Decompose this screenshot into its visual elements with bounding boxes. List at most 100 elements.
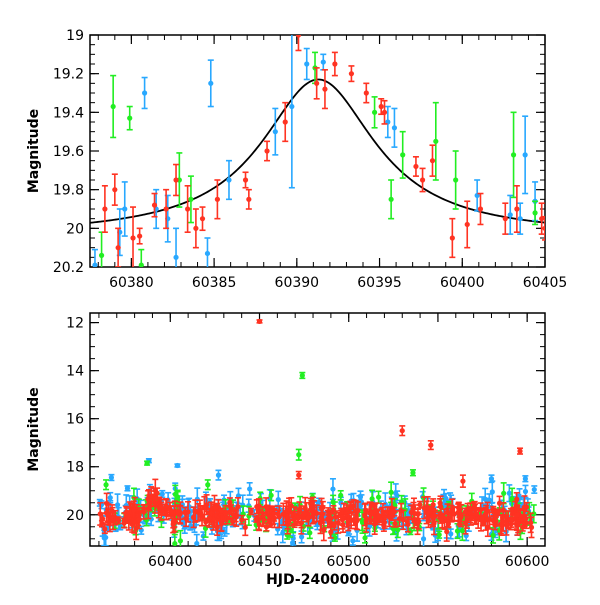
- data-point: [372, 508, 378, 515]
- data-point: [419, 177, 426, 183]
- data-point: [282, 119, 288, 125]
- data-point: [410, 470, 416, 476]
- data-point: [389, 505, 395, 511]
- data-point: [490, 532, 496, 538]
- data-point: [391, 125, 398, 131]
- data-point: [482, 512, 488, 518]
- data-point: [532, 210, 538, 216]
- data-point: [115, 245, 121, 251]
- data-point: [420, 536, 427, 542]
- data-point: [148, 493, 154, 500]
- data-point: [183, 515, 189, 522]
- x-tick-label: 60390: [275, 275, 320, 291]
- plot-frame: [89, 312, 546, 547]
- data-point: [477, 206, 484, 212]
- data-point: [493, 514, 499, 520]
- data-point: [502, 216, 508, 222]
- data-point: [444, 529, 450, 535]
- y-tick-label: 19.2: [53, 67, 84, 83]
- data-point: [449, 235, 455, 241]
- data-point: [488, 476, 495, 482]
- data-point: [330, 486, 336, 492]
- data-point: [363, 90, 369, 96]
- x-tick-label: 60395: [357, 275, 402, 291]
- data-point: [330, 499, 336, 505]
- data-point: [381, 519, 388, 525]
- data-point: [381, 109, 388, 115]
- data-point: [521, 504, 528, 510]
- data-point: [485, 524, 491, 530]
- data-point: [173, 254, 179, 260]
- data-point: [122, 206, 128, 212]
- data-point: [459, 528, 466, 534]
- data-point: [254, 504, 260, 510]
- y-tick-label: 19.6: [53, 144, 84, 160]
- y-tick-label: 16: [66, 412, 84, 428]
- data-point: [339, 514, 345, 520]
- data-point: [393, 490, 399, 496]
- data-point: [291, 516, 297, 522]
- data-point: [260, 513, 266, 519]
- y-tick-label: 19.4: [53, 105, 84, 121]
- data-point: [345, 518, 351, 525]
- data-point: [159, 491, 165, 497]
- data-point: [197, 510, 204, 516]
- data-point: [436, 532, 442, 538]
- data-point: [124, 485, 131, 491]
- data-point: [288, 503, 294, 509]
- data-point: [310, 505, 316, 511]
- data-point: [301, 511, 307, 517]
- data-point: [239, 517, 245, 523]
- data-layer: [90, 35, 545, 267]
- data-point: [331, 523, 337, 529]
- data-point: [371, 109, 378, 115]
- data-point: [417, 502, 423, 508]
- data-point: [330, 507, 336, 513]
- data-point: [425, 518, 432, 524]
- data-point: [498, 521, 504, 527]
- y-tick-label: 18: [66, 460, 84, 476]
- data-point: [208, 80, 214, 86]
- data-point: [404, 518, 410, 525]
- y-tick-label: 19.8: [53, 183, 84, 199]
- data-point: [227, 499, 233, 505]
- data-point: [338, 492, 344, 498]
- data-point: [98, 252, 105, 258]
- data-point: [509, 496, 515, 502]
- data-point: [355, 507, 361, 514]
- data-point: [522, 488, 529, 495]
- data-point: [235, 504, 241, 510]
- data-point: [318, 505, 325, 512]
- y-tick-label: 19: [66, 28, 84, 44]
- data-point: [188, 196, 194, 202]
- data-point: [275, 511, 281, 517]
- data-point: [508, 516, 514, 522]
- data-point: [453, 177, 459, 183]
- data-point: [489, 489, 495, 495]
- data-point: [268, 492, 274, 498]
- data-point: [496, 500, 503, 506]
- y-tick-label: 12: [66, 316, 84, 332]
- data-point: [299, 534, 305, 540]
- data-point: [163, 206, 169, 212]
- x-tick-label: 60385: [192, 275, 237, 291]
- data-point: [105, 512, 111, 518]
- data-point: [264, 506, 271, 512]
- data-point: [320, 59, 326, 65]
- data-point: [482, 496, 488, 502]
- data-point: [428, 442, 434, 448]
- data-point: [214, 196, 220, 202]
- data-point: [296, 506, 302, 512]
- y-axis-title: Magnitude: [26, 387, 42, 471]
- data-point: [429, 158, 436, 164]
- data-point: [112, 187, 118, 193]
- data-point: [204, 250, 211, 257]
- data-point: [507, 212, 513, 218]
- data-point: [130, 235, 136, 241]
- data-point: [448, 531, 454, 537]
- x-tick-label: 60400: [148, 554, 193, 570]
- top-panel-zoom: 60380 60385 60390 60395 60400 60405 19 19.2 19.4…: [26, 28, 567, 291]
- plot-frame: [89, 34, 546, 268]
- data-point: [396, 516, 403, 522]
